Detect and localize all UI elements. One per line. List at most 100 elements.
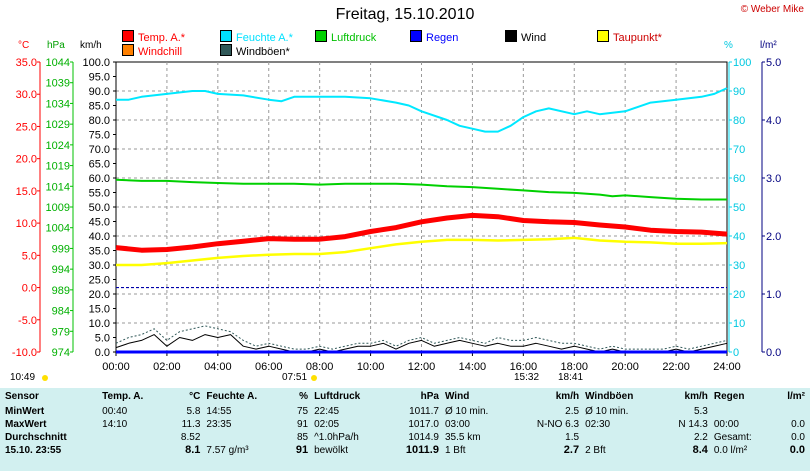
series-line xyxy=(116,87,728,133)
series-line xyxy=(115,212,728,253)
stats-cell: 0.0 xyxy=(791,432,805,443)
stats-cell: 91 xyxy=(296,419,309,430)
x-tick-label: 14:00 xyxy=(459,361,487,373)
chart-grid xyxy=(37,61,765,356)
stats-header-cell: l/m² xyxy=(787,391,805,402)
humidity-tick-label: 90 xyxy=(733,86,745,98)
stats-cell: N 14.3 xyxy=(678,419,708,430)
legend-label: Windböen* xyxy=(236,46,290,58)
legend-label: Taupunkt* xyxy=(613,32,662,44)
x-tick-label: 06:00 xyxy=(255,361,283,373)
pressure-tick-label: 1014 xyxy=(46,181,70,193)
copyright-text[interactable]: © Weber Mike xyxy=(740,4,804,15)
legend-swatch xyxy=(410,30,422,42)
x-tick-label: 20:00 xyxy=(611,361,639,373)
pressure-tick-label: 1024 xyxy=(46,140,70,152)
stats-cell: 8.4 xyxy=(692,444,708,456)
stats-cell: Ø 10 min. xyxy=(444,406,489,417)
stats-row: MinWert 00:40 5.8 14:55 75 22:45 1011.7 Ø 10 mi… xyxy=(2,405,808,418)
rain-axis-title: l/m² xyxy=(760,40,777,51)
stats-header-cell: Temp. A. xyxy=(102,391,144,402)
humidity-tick-label: 0 xyxy=(733,347,739,359)
wind-tick-label: 0.0 xyxy=(95,347,110,359)
humidity-tick-label: 60 xyxy=(733,173,745,185)
pressure-tick-label: 974 xyxy=(52,347,70,359)
stats-header-cell: Feuchte A. xyxy=(206,391,258,402)
pressure-tick-label: 984 xyxy=(52,306,70,318)
stats-row-label: MaxWert xyxy=(5,419,47,430)
series-line xyxy=(115,325,728,350)
stats-cell: 1011.9 xyxy=(405,444,439,456)
stats-cell: 1.5 xyxy=(565,432,580,443)
humidity-tick-label: 80 xyxy=(733,115,745,127)
series-line xyxy=(116,236,728,267)
stats-cell: 14:55 xyxy=(206,406,232,417)
stats-cell: 0.0 xyxy=(789,444,805,456)
legend-swatch xyxy=(220,44,232,56)
wind-tick-label: 80.0 xyxy=(89,115,110,127)
wind-tick-label: 40.0 xyxy=(89,231,110,243)
chart-title: Freitag, 15.10.2010 xyxy=(335,6,475,23)
rain-tick-label: 2.0 xyxy=(766,231,781,243)
wind-tick-label: 20.0 xyxy=(89,289,110,301)
wind-tick-label: 95.0 xyxy=(89,72,110,84)
legend-swatch xyxy=(505,30,517,42)
temp-tick-label: 20.0 xyxy=(16,154,37,166)
stats-cell: 2.7 xyxy=(563,444,580,456)
sunrise-left-label: 10:49 xyxy=(10,372,36,383)
stats-cell: 2 Bft xyxy=(585,445,606,456)
rain-tick-label: 3.0 xyxy=(766,173,781,185)
sun-icon xyxy=(42,375,48,381)
humidity-tick-label: 100 xyxy=(733,57,751,69)
temp-tick-label: 0.0 xyxy=(22,283,37,295)
wind-tick-label: 70.0 xyxy=(89,144,110,156)
wind-tick-label: 75.0 xyxy=(89,130,110,142)
x-tick-label: 12:00 xyxy=(408,361,436,373)
stats-cell: 8.1 xyxy=(185,444,201,456)
rain-tick-label: 1.0 xyxy=(766,289,781,301)
legend-item: Wind xyxy=(505,30,546,44)
legend-label: Feuchte A.* xyxy=(236,32,293,44)
wind-tick-label: 55.0 xyxy=(89,188,110,200)
legend-item: Temp. A.* xyxy=(122,30,185,44)
stats-cell: 0.0 xyxy=(791,419,805,430)
legend-label: Wind xyxy=(521,32,547,44)
pressure-tick-label: 1044 xyxy=(46,57,70,69)
stats-cell xyxy=(774,405,808,418)
x-tick-label: 16:00 xyxy=(510,361,538,373)
wind-tick-label: 5.0 xyxy=(95,333,110,345)
legend-swatch xyxy=(122,44,134,56)
legend-label: Temp. A.* xyxy=(138,32,186,44)
stats-cell: 0.0 l/m² xyxy=(713,445,748,456)
pressure-tick-label: 1009 xyxy=(46,202,70,214)
pressure-tick-label: 1034 xyxy=(46,98,70,110)
stats-header-cell: km/h xyxy=(684,391,708,402)
stats-cell xyxy=(582,431,660,444)
stats-header-cell: Windböen xyxy=(585,391,634,402)
statistics-table: Sensor Temp. A. °C Feuchte A.% Luftdruck hPa W… xyxy=(2,388,808,457)
x-tick-label: 08:00 xyxy=(306,361,334,373)
wind-axis-title: km/h xyxy=(80,40,102,51)
wind-tick-label: 85.0 xyxy=(89,101,110,113)
legend-label: Windchill xyxy=(138,46,183,58)
series-layer xyxy=(115,87,728,354)
stats-cell: 1017.0 xyxy=(408,419,439,430)
legend-swatch xyxy=(597,30,609,42)
sun-icon xyxy=(311,375,317,381)
pressure-tick-label: 1029 xyxy=(46,119,70,131)
stats-cell: 35.5 km xyxy=(444,432,481,443)
sunset-label: 18:41 xyxy=(558,372,584,383)
stats-header-cell: Luftdruck xyxy=(314,391,361,402)
stats-cell: bewölkt xyxy=(314,445,348,456)
humidity-tick-label: 10 xyxy=(733,318,745,330)
humidity-tick-label: 40 xyxy=(733,231,745,243)
pressure-tick-label: 994 xyxy=(52,264,70,276)
stats-row: MaxWert 14:10 11.3 23:35 91 02:05 1017.0 03:00 N… xyxy=(2,418,808,431)
humidity-tick-label: 70 xyxy=(733,144,745,156)
stats-cell: 85 xyxy=(296,432,309,443)
legend-swatch xyxy=(220,30,232,42)
stats-cell: 14:10 xyxy=(102,419,128,430)
stats-cell: 1 Bft xyxy=(444,445,466,456)
wind-tick-label: 10.0 xyxy=(89,318,110,330)
pressure-axis-title: hPa xyxy=(47,40,65,51)
